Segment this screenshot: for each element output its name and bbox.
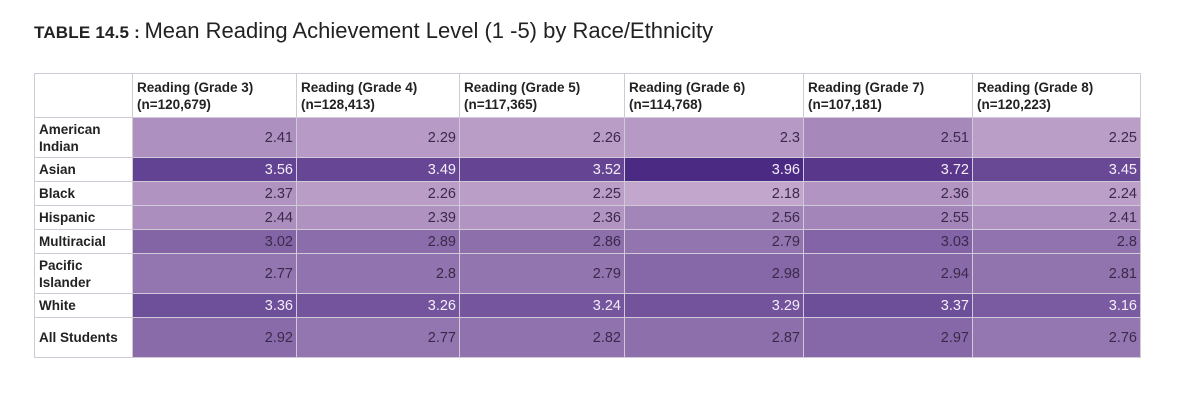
row-label: Hispanic xyxy=(34,205,133,230)
heat-cell: 2.8 xyxy=(972,229,1141,254)
heat-cell: 3.96 xyxy=(624,157,804,182)
table-number: TABLE 14.5 : xyxy=(34,23,140,42)
table-row: Hispanic 2.44 2.39 2.36 2.56 2.55 2.41 xyxy=(34,205,1141,230)
heat-cell: 3.29 xyxy=(624,293,804,318)
heat-cell: 2.51 xyxy=(803,117,973,158)
heat-cell: 2.39 xyxy=(296,205,460,230)
heat-cell: 3.45 xyxy=(972,157,1141,182)
table-row: Multiracial 3.02 2.89 2.86 2.79 3.03 2.8 xyxy=(34,229,1141,254)
table-row: American Indian 2.41 2.29 2.26 2.3 2.51 2.25 xyxy=(34,117,1141,158)
heat-cell: 2.8 xyxy=(296,253,460,294)
heat-cell: 2.41 xyxy=(132,117,297,158)
heat-cell: 2.87 xyxy=(624,317,804,358)
table-title: Mean Reading Achievement Level (1 -5) by… xyxy=(144,18,714,43)
heat-cell: 2.79 xyxy=(624,229,804,254)
heat-cell: 2.77 xyxy=(132,253,297,294)
row-label: All Students xyxy=(34,317,133,358)
heat-cell: 2.55 xyxy=(803,205,973,230)
heat-cell: 2.26 xyxy=(296,181,460,206)
heat-cell: 2.37 xyxy=(132,181,297,206)
heat-cell: 2.82 xyxy=(459,317,625,358)
heat-cell: 2.81 xyxy=(972,253,1141,294)
row-label: Black xyxy=(34,181,133,206)
heat-cell: 2.24 xyxy=(972,181,1141,206)
heat-cell: 2.97 xyxy=(803,317,973,358)
heat-cell: 2.94 xyxy=(803,253,973,294)
heat-cell: 2.77 xyxy=(296,317,460,358)
row-label: Pacific Islander xyxy=(34,253,133,294)
header-row: Reading (Grade 3) (n=120,679) Reading (Gr… xyxy=(34,73,1141,118)
heat-cell: 3.24 xyxy=(459,293,625,318)
heat-cell: 2.18 xyxy=(624,181,804,206)
heat-cell: 3.02 xyxy=(132,229,297,254)
heat-cell: 2.89 xyxy=(296,229,460,254)
heat-cell: 2.92 xyxy=(132,317,297,358)
table-row: All Students 2.92 2.77 2.82 2.87 2.97 2.76 xyxy=(34,317,1141,358)
heat-cell: 2.76 xyxy=(972,317,1141,358)
heat-cell: 2.3 xyxy=(624,117,804,158)
column-header: Reading (Grade 7) (n=107,181) xyxy=(803,73,973,118)
heat-cell: 2.86 xyxy=(459,229,625,254)
heat-cell: 2.25 xyxy=(972,117,1141,158)
table-row: White 3.36 3.26 3.24 3.29 3.37 3.16 xyxy=(34,293,1141,318)
table-row: Asian 3.56 3.49 3.52 3.96 3.72 3.45 xyxy=(34,157,1141,182)
column-header: Reading (Grade 3) (n=120,679) xyxy=(132,73,297,118)
heat-cell: 2.25 xyxy=(459,181,625,206)
heat-cell: 3.56 xyxy=(132,157,297,182)
heat-cell: 3.16 xyxy=(972,293,1141,318)
column-header: Reading (Grade 6) (n=114,768) xyxy=(624,73,804,118)
row-label: Multiracial xyxy=(34,229,133,254)
column-header: Reading (Grade 4) (n=128,413) xyxy=(296,73,460,118)
table-row: Black 2.37 2.26 2.25 2.18 2.36 2.24 xyxy=(34,181,1141,206)
heat-cell: 2.56 xyxy=(624,205,804,230)
heat-cell: 2.36 xyxy=(459,205,625,230)
heat-cell: 2.26 xyxy=(459,117,625,158)
corner-cell xyxy=(34,73,133,118)
heat-cell: 2.44 xyxy=(132,205,297,230)
heat-cell: 3.26 xyxy=(296,293,460,318)
column-header: Reading (Grade 8) (n=120,223) xyxy=(972,73,1141,118)
heat-cell: 3.03 xyxy=(803,229,973,254)
row-label: White xyxy=(34,293,133,318)
column-header: Reading (Grade 5) (n=117,365) xyxy=(459,73,625,118)
heat-cell: 2.98 xyxy=(624,253,804,294)
table-row: Pacific Islander 2.77 2.8 2.79 2.98 2.94 2.81 xyxy=(34,253,1141,294)
heat-cell: 3.36 xyxy=(132,293,297,318)
heat-cell: 3.37 xyxy=(803,293,973,318)
heat-cell: 2.41 xyxy=(972,205,1141,230)
heat-cell: 2.36 xyxy=(803,181,973,206)
heat-cell: 3.72 xyxy=(803,157,973,182)
heat-cell: 2.29 xyxy=(296,117,460,158)
heat-cell: 3.52 xyxy=(459,157,625,182)
heatmap-table: Reading (Grade 3) (n=120,679) Reading (Gr… xyxy=(34,73,1141,358)
heat-cell: 3.49 xyxy=(296,157,460,182)
row-label: American Indian xyxy=(34,117,133,158)
page-title: TABLE 14.5 : Mean Reading Achievement Le… xyxy=(34,18,713,44)
row-label: Asian xyxy=(34,157,133,182)
heat-cell: 2.79 xyxy=(459,253,625,294)
